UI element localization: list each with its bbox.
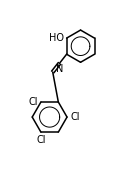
- Text: Cl: Cl: [36, 135, 45, 145]
- Text: Cl: Cl: [28, 97, 37, 107]
- Text: N: N: [55, 64, 63, 74]
- Text: Cl: Cl: [70, 112, 79, 122]
- Text: HO: HO: [49, 33, 63, 43]
